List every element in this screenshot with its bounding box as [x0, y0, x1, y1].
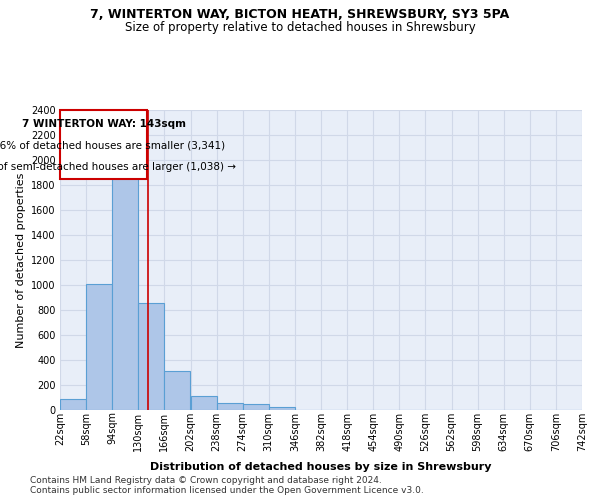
Bar — [112, 174, 138, 410]
Text: Distribution of detached houses by size in Shrewsbury: Distribution of detached houses by size … — [150, 462, 492, 472]
Text: ← 76% of detached houses are smaller (3,341): ← 76% of detached houses are smaller (3,… — [0, 141, 226, 151]
Bar — [139, 302, 164, 410]
Bar — [86, 284, 112, 410]
Bar — [164, 371, 190, 410]
Bar — [191, 396, 217, 410]
Y-axis label: Number of detached properties: Number of detached properties — [16, 172, 26, 348]
Text: Size of property relative to detached houses in Shrewsbury: Size of property relative to detached ho… — [125, 21, 475, 34]
Bar — [217, 403, 242, 410]
Text: 24% of semi-detached houses are larger (1,038) →: 24% of semi-detached houses are larger (… — [0, 162, 236, 172]
Bar — [60, 399, 86, 410]
Text: 7, WINTERTON WAY, BICTON HEATH, SHREWSBURY, SY3 5PA: 7, WINTERTON WAY, BICTON HEATH, SHREWSBU… — [91, 8, 509, 20]
Text: 7 WINTERTON WAY: 143sqm: 7 WINTERTON WAY: 143sqm — [22, 119, 185, 129]
Bar — [269, 407, 295, 410]
FancyBboxPatch shape — [60, 110, 147, 179]
Bar — [242, 404, 269, 410]
Text: Contains HM Land Registry data © Crown copyright and database right 2024.: Contains HM Land Registry data © Crown c… — [30, 476, 382, 485]
Text: Contains public sector information licensed under the Open Government Licence v3: Contains public sector information licen… — [30, 486, 424, 495]
